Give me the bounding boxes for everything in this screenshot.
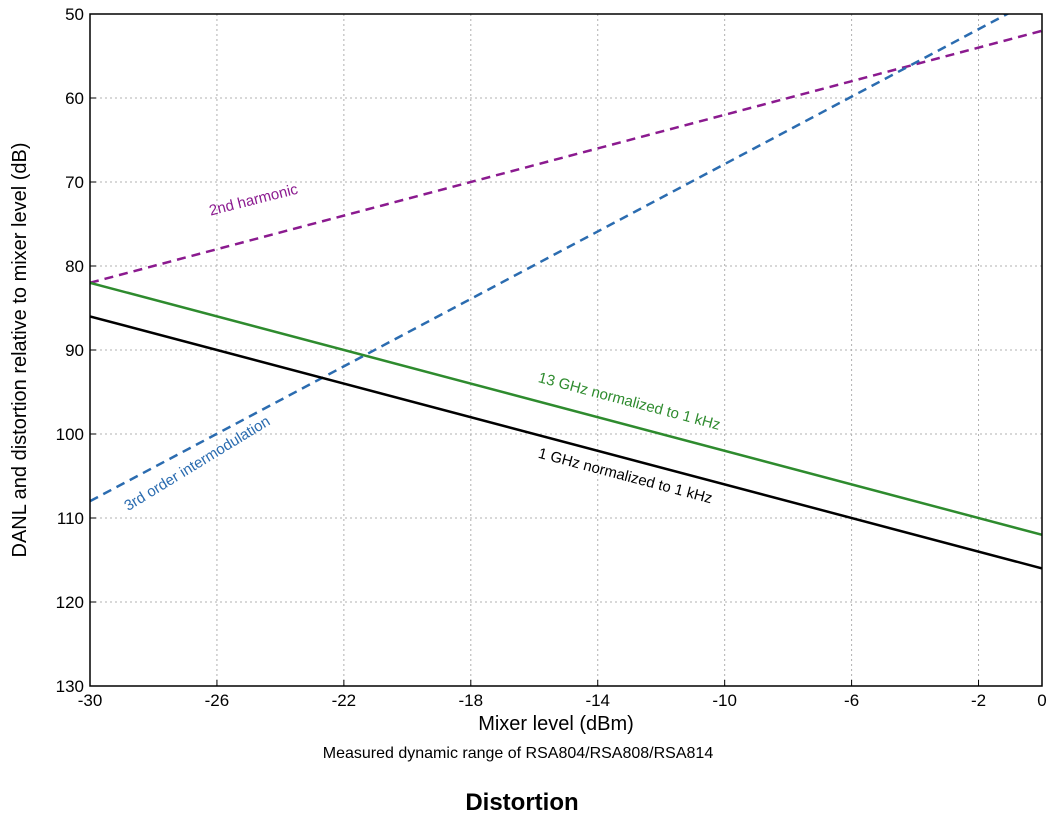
x-axis-label: Mixer level (dBm) [478,713,634,735]
thirteen-ghz-line [90,281,1042,537]
y-axis-label: DANL and distortion relative to mixer le… [9,143,31,558]
x-tick-label: -22 [332,691,357,710]
y-tick-label: 90 [65,341,84,360]
tick-labels: -30 -26 -22 -18 -14 -10 -6 -2 0 50 60 70 80 90 100 110 1… [56,5,1047,710]
y-tick-label: 130 [56,677,84,696]
y-tick-label: 70 [65,173,84,192]
x-tick-label: -6 [844,691,859,710]
chart-caption: Measured dynamic range of RSA804/RSA808/… [323,745,714,762]
third-order-intermod-line [90,14,1010,503]
x-tick-label: -14 [585,691,610,710]
second-harmonic-label: 2nd harmonic [207,181,300,220]
y-tick-label: 80 [65,257,84,276]
x-tick-label: 0 [1037,691,1046,710]
thirteen-ghz-label: 13 GHz normalized to 1 kHz [536,369,722,433]
x-tick-label: -10 [712,691,737,710]
y-tick-label: 120 [56,593,84,612]
x-tick-label: -30 [78,691,103,710]
x-tick-label: -18 [459,691,484,710]
y-tick-label: 60 [65,89,84,108]
x-tick-label: -26 [205,691,230,710]
second-harmonic-line [90,29,1042,285]
grid [89,13,1043,687]
one-ghz-label: 1 GHz normalized to 1 kHz [536,445,714,507]
y-tick-label: 110 [57,509,84,528]
y-tick-label: 50 [65,5,84,24]
one-ghz-line [90,315,1042,570]
third-order-intermod-label: 3rd order intermodulation [121,413,273,515]
series-lines [90,14,1042,570]
x-tick-label: -2 [971,691,986,710]
y-tick-label: 100 [56,425,84,444]
chart-title: Distortion [465,789,578,816]
